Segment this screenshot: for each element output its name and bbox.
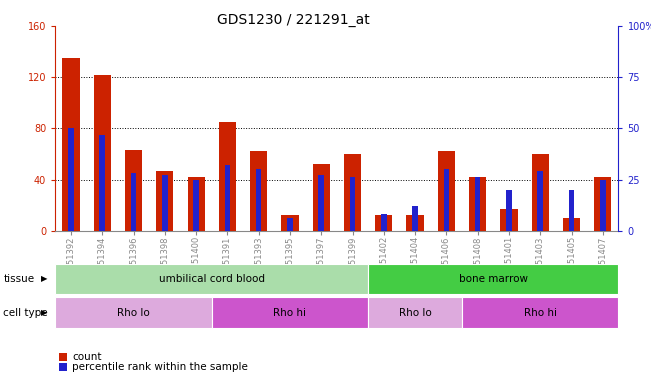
Bar (532, 154, 549, 231)
Bar (412, 206, 418, 231)
Text: umbilical cord blood: umbilical cord blood (159, 274, 265, 284)
Bar (344, 154, 361, 231)
Bar (469, 177, 486, 231)
Text: Rho hi: Rho hi (524, 308, 557, 318)
Bar (68, 128, 74, 231)
Bar (318, 176, 324, 231)
Text: Rho lo: Rho lo (117, 308, 150, 318)
Text: tissue: tissue (3, 274, 35, 284)
Bar (569, 190, 574, 231)
Bar (100, 135, 105, 231)
Bar (162, 176, 168, 231)
Text: count: count (72, 352, 102, 362)
Bar (287, 218, 293, 231)
Bar (501, 209, 518, 231)
Text: ▶: ▶ (41, 308, 48, 317)
Bar (281, 215, 299, 231)
Bar (375, 215, 393, 231)
Bar (256, 170, 262, 231)
Bar (406, 215, 424, 231)
Bar (187, 177, 204, 231)
Bar (250, 152, 268, 231)
Bar (443, 170, 449, 231)
Bar (62, 58, 79, 231)
Bar (225, 165, 230, 231)
Bar (193, 180, 199, 231)
Bar (350, 177, 355, 231)
Bar (600, 180, 605, 231)
Bar (563, 218, 580, 231)
Bar (219, 122, 236, 231)
Bar (475, 177, 480, 231)
Bar (381, 214, 387, 231)
Text: percentile rank within the sample: percentile rank within the sample (72, 362, 248, 372)
Bar (94, 75, 111, 231)
Bar (125, 150, 142, 231)
Text: bone marrow: bone marrow (459, 274, 528, 284)
Bar (506, 190, 512, 231)
Bar (594, 177, 611, 231)
Bar (437, 152, 455, 231)
Text: cell type: cell type (3, 308, 48, 318)
Text: Rho lo: Rho lo (398, 308, 432, 318)
Bar (131, 173, 136, 231)
Text: GDS1230 / 221291_at: GDS1230 / 221291_at (217, 13, 369, 27)
Text: ▶: ▶ (41, 274, 48, 284)
Bar (156, 171, 173, 231)
Bar (538, 171, 543, 231)
Bar (312, 164, 330, 231)
Text: Rho hi: Rho hi (273, 308, 307, 318)
